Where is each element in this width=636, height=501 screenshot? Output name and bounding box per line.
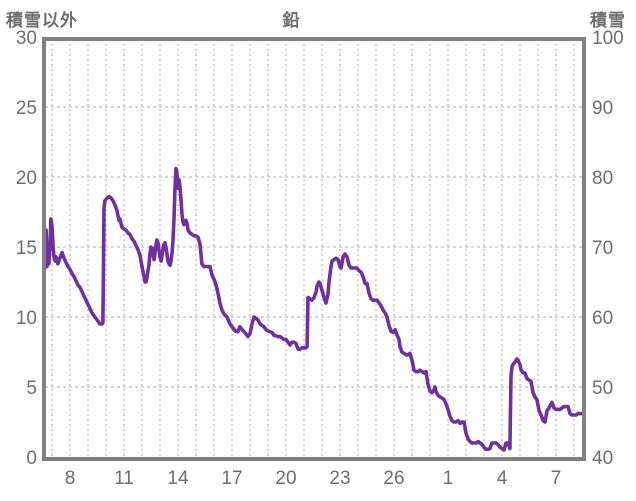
x-tick-label: 8 — [65, 468, 76, 489]
x-tick-label: 11 — [114, 468, 134, 489]
chart-title: 鉛 — [282, 11, 301, 30]
y-right-tick-label: 50 — [592, 378, 613, 399]
y-right-tick-label: 40 — [592, 448, 613, 469]
y-right-tick-label: 60 — [592, 308, 613, 329]
y-right-tick-label: 70 — [592, 238, 613, 259]
y-left-tick-label: 20 — [16, 168, 37, 189]
x-tick-label: 1 — [443, 468, 454, 489]
y-right-tick-label: 100 — [592, 28, 624, 49]
data-line-series — [43, 166, 585, 452]
plot-border — [42, 37, 586, 461]
y-left-tick-label: 5 — [26, 378, 37, 399]
x-tick-label: 4 — [497, 468, 508, 489]
left-axis-title: 積雪以外 — [6, 11, 78, 30]
x-tick-label: 7 — [551, 468, 562, 489]
x-tick-label: 17 — [221, 468, 242, 489]
y-left-tick-label: 15 — [16, 238, 37, 259]
x-tick-label: 23 — [329, 468, 350, 489]
right-axis-title: 積雪 — [590, 11, 626, 30]
y-left-tick-label: 10 — [16, 308, 37, 329]
x-tick-label: 26 — [383, 468, 404, 489]
y-right-tick-label: 90 — [592, 98, 613, 119]
y-left-tick-label: 30 — [16, 28, 37, 49]
x-tick-label: 20 — [275, 468, 296, 489]
y-left-tick-label: 0 — [26, 448, 37, 469]
y-left-tick-label: 25 — [16, 98, 37, 119]
y-right-tick-label: 80 — [592, 168, 613, 189]
x-tick-label: 14 — [167, 468, 189, 489]
